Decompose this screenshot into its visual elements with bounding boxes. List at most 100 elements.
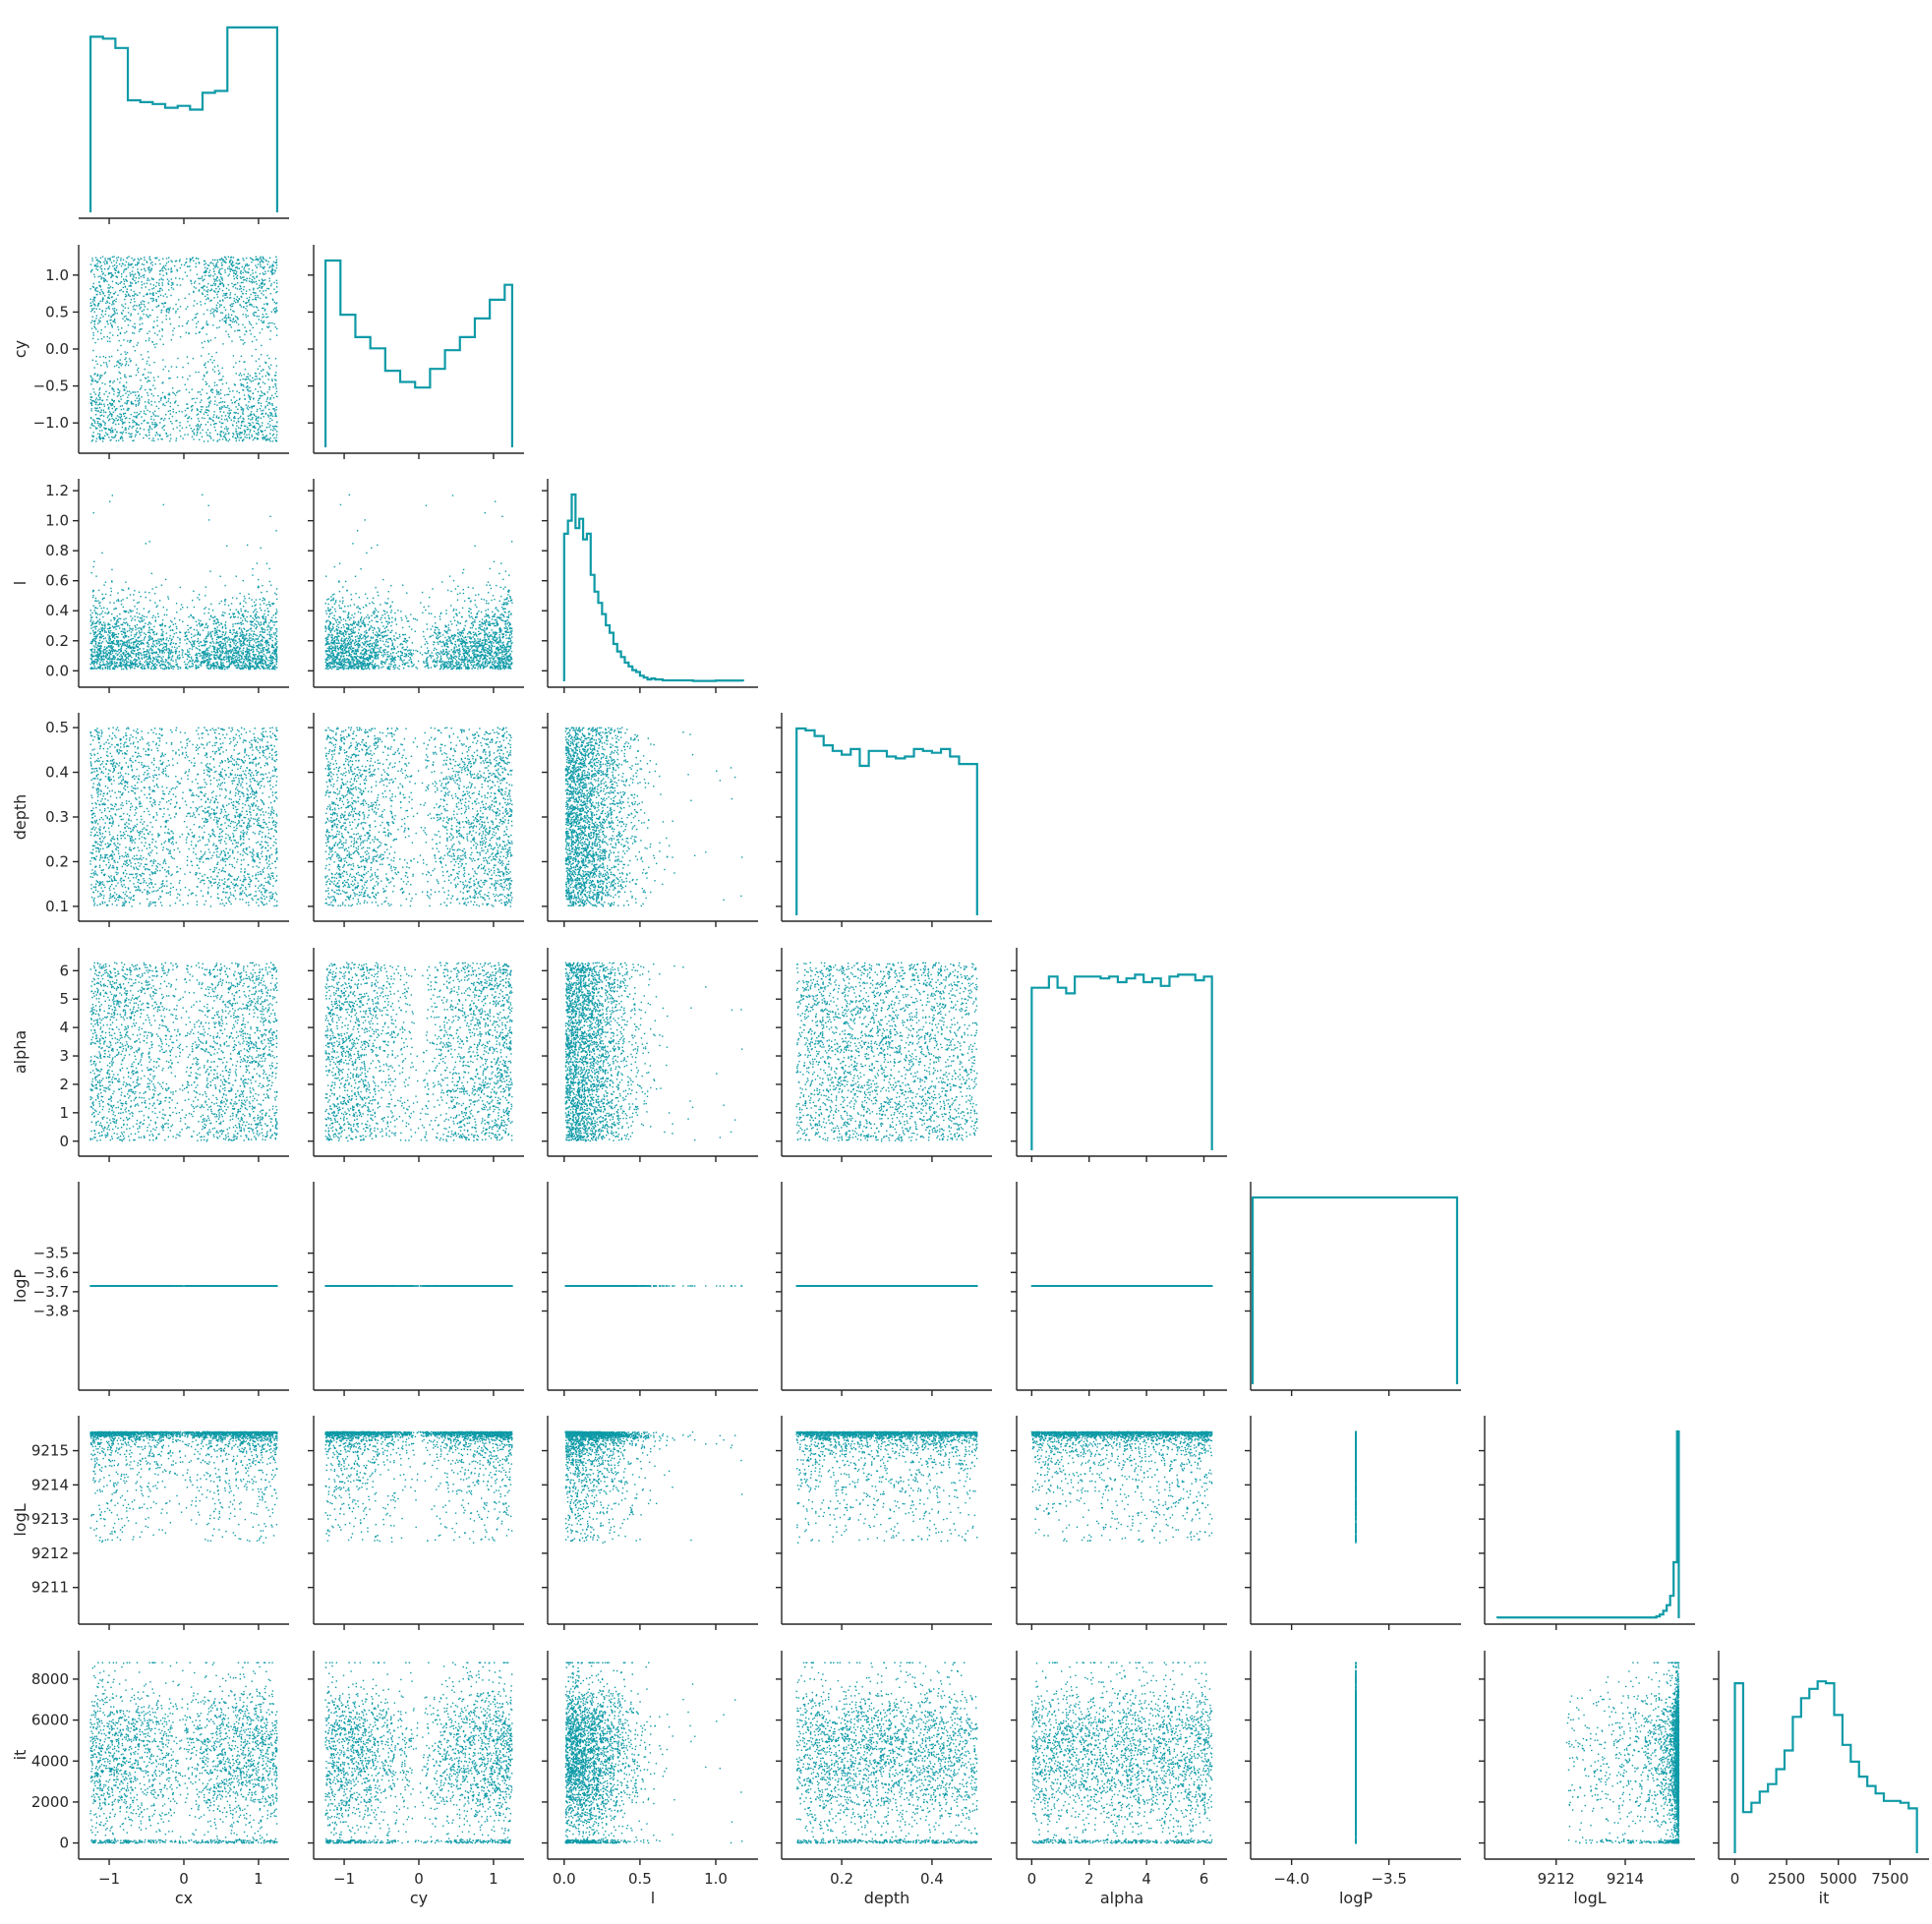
scatter-point bbox=[258, 402, 259, 403]
scatter-point bbox=[188, 363, 189, 364]
scatter-point bbox=[135, 435, 136, 436]
scatter-point bbox=[261, 405, 262, 406]
scatter-point bbox=[103, 362, 104, 363]
scatter-point bbox=[208, 436, 209, 437]
scatter-point bbox=[153, 278, 154, 279]
scatter-point bbox=[232, 306, 233, 307]
scatter-point bbox=[162, 266, 163, 267]
scatter-point bbox=[92, 388, 93, 389]
scatter-point bbox=[125, 392, 126, 393]
scatter-point bbox=[220, 397, 221, 398]
scatter-point bbox=[213, 360, 214, 361]
scatter-point bbox=[169, 418, 170, 419]
scatter-point bbox=[200, 301, 201, 302]
scatter-point bbox=[249, 321, 250, 322]
scatter-point bbox=[130, 274, 131, 275]
scatter-point bbox=[107, 259, 108, 260]
scatter-point bbox=[233, 355, 234, 356]
scatter-point bbox=[238, 405, 239, 406]
scatter-point bbox=[161, 268, 162, 269]
scatter-point bbox=[220, 312, 221, 313]
scatter-point bbox=[118, 362, 119, 363]
scatter-point bbox=[254, 312, 255, 313]
scatter-point bbox=[233, 303, 234, 304]
scatter-point bbox=[93, 300, 94, 301]
scatter-point bbox=[267, 397, 268, 398]
scatter-point bbox=[213, 311, 214, 312]
scatter-point bbox=[193, 305, 194, 306]
scatter-point bbox=[207, 398, 208, 399]
scatter-point bbox=[159, 270, 160, 271]
scatter-point bbox=[112, 275, 113, 276]
scatter-point bbox=[230, 309, 231, 310]
scatter-point bbox=[91, 380, 92, 381]
scatter-point bbox=[141, 269, 142, 270]
scatter-point bbox=[224, 269, 225, 270]
scatter-point bbox=[242, 418, 243, 419]
scatter-point bbox=[98, 281, 99, 282]
scatter-point bbox=[149, 257, 150, 258]
scatter-point bbox=[117, 326, 118, 327]
scatter-point bbox=[99, 430, 100, 431]
scatter-point bbox=[99, 377, 100, 378]
scatter-point bbox=[214, 382, 215, 383]
scatter-point bbox=[239, 437, 240, 438]
scatter-point bbox=[201, 424, 202, 425]
scatter-point bbox=[137, 412, 138, 413]
scatter-point bbox=[163, 420, 164, 421]
scatter-point bbox=[235, 316, 236, 317]
scatter-point bbox=[120, 258, 121, 259]
scatter-point bbox=[161, 428, 162, 429]
scatter-point bbox=[133, 274, 134, 275]
scatter-point bbox=[194, 318, 195, 319]
scatter-point bbox=[133, 426, 134, 427]
scatter-point bbox=[124, 283, 125, 284]
scatter-point bbox=[161, 321, 162, 322]
scatter-point bbox=[212, 275, 213, 276]
scatter-point bbox=[269, 425, 270, 426]
scatter-point bbox=[165, 433, 166, 434]
scatter-point bbox=[222, 423, 223, 424]
scatter-point bbox=[245, 314, 246, 315]
scatter-point bbox=[141, 287, 142, 288]
scatter-point bbox=[106, 364, 107, 365]
scatter-point bbox=[179, 317, 180, 318]
scatter-point bbox=[114, 300, 115, 301]
scatter-point bbox=[99, 266, 100, 267]
scatter-point bbox=[169, 378, 170, 379]
scatter-point bbox=[271, 311, 272, 312]
scatter-point bbox=[228, 314, 229, 315]
scatter-point bbox=[149, 260, 150, 261]
scatter-point bbox=[147, 377, 148, 378]
scatter-point bbox=[250, 399, 251, 400]
scatter-point bbox=[236, 400, 237, 401]
scatter-point bbox=[136, 375, 137, 376]
scatter-point bbox=[142, 318, 143, 319]
scatter-point bbox=[240, 273, 241, 274]
scatter-point bbox=[89, 288, 90, 289]
scatter-point bbox=[275, 407, 276, 408]
scatter-point bbox=[260, 273, 261, 274]
scatter-point bbox=[162, 282, 163, 283]
scatter-point bbox=[155, 286, 156, 287]
scatter-point bbox=[133, 439, 134, 440]
scatter-point bbox=[216, 384, 217, 385]
scatter-point bbox=[96, 316, 97, 317]
scatter-point bbox=[217, 296, 218, 297]
scatter-point bbox=[121, 398, 122, 399]
scatter-point bbox=[228, 387, 229, 388]
scatter-point bbox=[120, 345, 121, 346]
scatter-point bbox=[197, 313, 198, 314]
scatter-point bbox=[96, 287, 97, 288]
scatter-point bbox=[200, 402, 201, 403]
scatter-point bbox=[123, 408, 124, 409]
scatter-point bbox=[187, 421, 188, 422]
scatter-point bbox=[253, 288, 254, 289]
scatter-point bbox=[100, 375, 101, 376]
scatter-point bbox=[127, 258, 128, 259]
scatter-point bbox=[152, 437, 153, 438]
scatter-point bbox=[150, 372, 151, 373]
scatter-point bbox=[276, 426, 277, 427]
scatter-point bbox=[235, 362, 236, 363]
scatter-point bbox=[244, 434, 245, 435]
